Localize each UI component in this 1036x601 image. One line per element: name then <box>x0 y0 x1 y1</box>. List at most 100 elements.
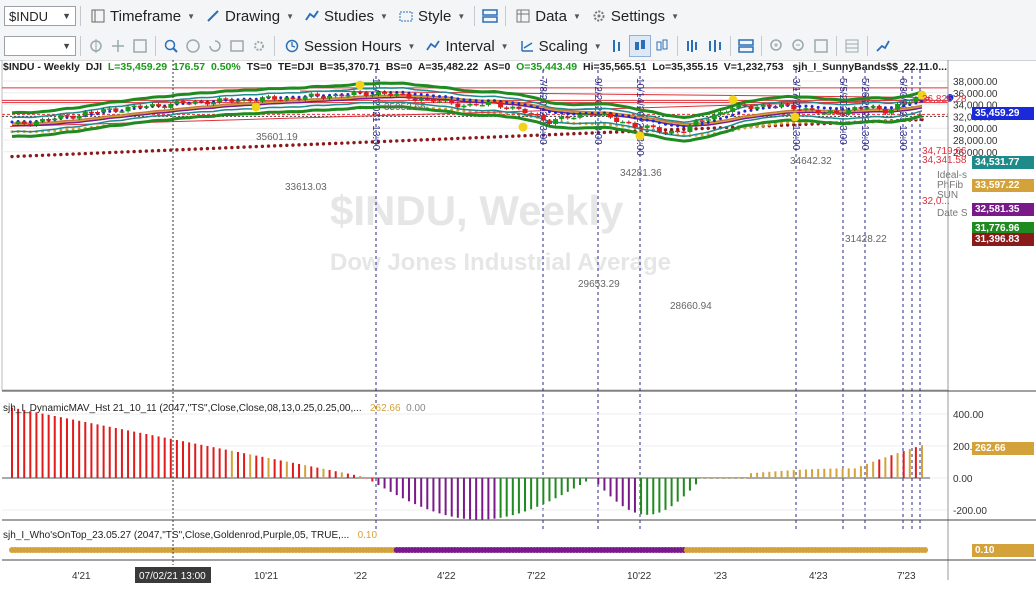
zoom-icon[interactable] <box>160 35 182 57</box>
candle-down <box>491 101 497 104</box>
histogram-study-name: sjh_I_DynamicMAV_Hst 21_10_11 (2047,"TS"… <box>3 403 362 414</box>
maroon-dot <box>169 148 173 152</box>
bars-expand-icon[interactable] <box>704 35 726 57</box>
blue-dot <box>822 106 826 110</box>
histogram-bar <box>236 452 239 478</box>
blue-dot <box>816 105 820 109</box>
template-combo[interactable]: ▼ <box>4 36 76 56</box>
chevron-down-icon: ▼ <box>671 11 679 21</box>
zoom-out-icon[interactable] <box>788 35 810 57</box>
scaling-icon <box>519 38 535 54</box>
settings-menu[interactable]: Settings ▼ <box>586 0 684 32</box>
crosshair-icon[interactable] <box>107 35 129 57</box>
style-icon <box>398 8 414 24</box>
histogram-bar <box>114 428 117 478</box>
sunny-bands <box>11 81 923 143</box>
blue-dot <box>566 112 570 116</box>
candle-down <box>766 104 772 107</box>
chart-area[interactable]: $INDU, Weekly Dow Jones Industrial Avera… <box>0 60 1036 601</box>
settings-small-icon[interactable] <box>248 35 270 57</box>
maroon-dot <box>431 137 436 142</box>
blue-dot <box>505 100 509 104</box>
candle-up <box>669 130 675 134</box>
studies-menu[interactable]: Studies ▼ <box>299 0 393 32</box>
histogram-bar <box>438 478 441 514</box>
date-vline-label: 7/8/2022 13:00 <box>537 78 548 145</box>
red-line-label-4: 32,0... <box>922 196 950 207</box>
candle-down <box>589 114 595 116</box>
maroon-dot <box>217 146 222 150</box>
candle-up <box>302 96 308 100</box>
bars-compress-icon[interactable] <box>682 35 704 57</box>
style-menu[interactable]: Style ▼ <box>393 0 470 32</box>
chevron-down-icon: ▼ <box>380 11 388 21</box>
purple-average <box>11 95 923 127</box>
candle-down <box>772 106 778 109</box>
blue-dot <box>841 107 845 111</box>
histogram-bar <box>182 441 185 478</box>
bar-chart-icon[interactable] <box>607 35 629 57</box>
candle-down <box>27 124 33 126</box>
candle-up <box>58 115 64 119</box>
candle-up <box>461 105 467 108</box>
refresh-icon[interactable] <box>204 35 226 57</box>
histogram-bar <box>127 430 130 478</box>
layout-icon[interactable] <box>479 5 501 27</box>
header-bs: BS=0 <box>385 61 413 73</box>
histogram-bar <box>487 478 490 520</box>
candle-down <box>388 93 394 96</box>
blue-dot <box>615 113 619 117</box>
candlestick-icon[interactable] <box>628 35 651 57</box>
histogram-bar <box>267 458 270 478</box>
price-annotation: 33613.03 <box>285 182 327 193</box>
fit-icon[interactable] <box>810 35 832 57</box>
blue-dot <box>621 113 625 117</box>
price-tag-maroon: 31,396.83 <box>972 233 1034 246</box>
time-axis-label: 7'23 <box>897 571 916 582</box>
palette-icon[interactable] <box>182 35 204 57</box>
drawing-menu[interactable]: Drawing ▼ <box>200 0 299 32</box>
layout2-icon[interactable] <box>735 35 757 57</box>
gold-dot <box>59 128 63 132</box>
axes: 38,000.0036,000.0034,000.0032,000.0030,0… <box>2 60 1036 583</box>
candle-up <box>864 107 870 109</box>
interval-menu[interactable]: Interval ▼ <box>420 32 513 60</box>
zoom-in-icon[interactable] <box>766 35 788 57</box>
histogram-bar <box>633 478 636 513</box>
properties-icon[interactable] <box>226 35 248 57</box>
blue-dot <box>474 99 478 103</box>
candle-up <box>895 103 901 110</box>
histogram-bar <box>310 466 313 478</box>
candle-up <box>644 125 650 128</box>
blue-dot <box>468 98 472 102</box>
histogram-bar <box>591 478 594 479</box>
separator <box>155 36 156 56</box>
candle-up <box>333 94 339 97</box>
scaling-menu[interactable]: Scaling ▼ <box>514 32 607 60</box>
maroon-dot <box>437 137 442 141</box>
histogram-bar <box>469 478 472 520</box>
histogram-bar <box>444 478 447 516</box>
table-icon[interactable] <box>841 35 863 57</box>
histogram-bar <box>701 478 704 479</box>
candle-up <box>730 108 736 113</box>
timeframe-menu[interactable]: Timeframe ▼ <box>85 0 200 32</box>
separator <box>80 36 81 56</box>
trend-icon[interactable] <box>872 35 894 57</box>
symbol-combo[interactable]: $INDU ▼ <box>4 6 76 26</box>
watermark-symbol: $INDU, Weekly <box>330 187 624 234</box>
gear-icon <box>591 8 607 24</box>
header-volume: V=1,232,753 <box>723 61 784 73</box>
maroon-dot <box>71 152 75 156</box>
data-menu[interactable]: Data ▼ <box>510 0 586 32</box>
red-line-label-2: 34,719.66 <box>922 146 967 157</box>
cursor-icon[interactable] <box>85 35 107 57</box>
candle-down <box>412 98 418 101</box>
hollow-candle-icon[interactable] <box>651 35 673 57</box>
candle-up <box>907 102 913 104</box>
separator <box>866 36 868 56</box>
grid-icon[interactable] <box>129 35 151 57</box>
candle-up <box>870 106 876 108</box>
session-hours-menu[interactable]: Session Hours ▼ <box>279 32 420 60</box>
chart-svg[interactable]: $INDU, Weekly Dow Jones Industrial Avera… <box>0 60 1036 601</box>
